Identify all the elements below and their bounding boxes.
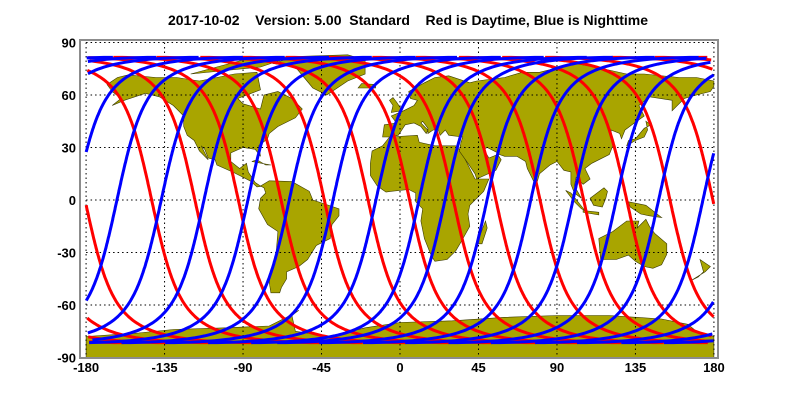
land-australia	[598, 218, 668, 269]
x-tick-label: -45	[312, 360, 331, 375]
nighttime-ground-track	[165, 55, 501, 345]
land-new-guinea	[628, 201, 663, 218]
nighttime-ground-track	[84, 55, 716, 345]
x-tick-label: 45	[471, 360, 485, 375]
title-legend-note: Red is Daytime, Blue is Nighttime	[426, 12, 649, 28]
nighttime-ground-track	[87, 55, 715, 345]
nighttime-ground-track	[86, 55, 707, 345]
land-borneo	[589, 187, 608, 208]
x-tick-label: 0	[396, 360, 403, 375]
land-greenland	[272, 54, 366, 96]
daytime-ground-track	[285, 55, 622, 345]
nighttime-ground-track	[89, 55, 416, 345]
daytime-ground-track	[372, 55, 708, 345]
nighttime-ground-track	[87, 55, 711, 345]
x-axis-ticks: -180 -135 -90 -45 0 45 90 135 180	[73, 360, 725, 375]
nighttime-ground-track	[84, 55, 715, 345]
plot-frame	[79, 39, 719, 359]
nighttime-ground-track	[319, 55, 655, 345]
nighttime-ground-track	[92, 55, 714, 345]
nighttime-ground-track	[277, 55, 613, 345]
title-mode: Standard	[349, 12, 410, 28]
daytime-ground-track	[328, 55, 664, 345]
chart-title: 2017-10-02 Version: 5.00 Standard Red is…	[168, 12, 648, 28]
x-tick-label: -135	[152, 360, 178, 375]
y-tick-label: 30	[62, 141, 76, 156]
grid-lines	[85, 42, 715, 358]
y-tick-label: -30	[57, 246, 76, 261]
nighttime-ground-track	[363, 55, 699, 345]
title-date: 2017-10-02	[168, 12, 240, 28]
y-tick-label: -90	[57, 351, 76, 366]
x-tick-label: 180	[703, 360, 725, 375]
land-new-zealand	[691, 258, 711, 281]
daytime-ground-track	[156, 55, 493, 345]
nighttime-ground-track	[208, 55, 544, 345]
daytime-ground-track	[200, 55, 536, 345]
x-tick-label: 90	[550, 360, 564, 375]
title-version: Version: 5.00	[255, 12, 342, 28]
nighttime-ground-track	[121, 55, 457, 345]
daytime-ground-track	[241, 55, 578, 345]
x-tick-label: 135	[625, 360, 647, 375]
nighttime-ground-track	[87, 55, 713, 345]
y-tick-label: -60	[57, 298, 76, 313]
daytime-ground-track	[113, 55, 449, 345]
x-tick-label: -90	[234, 360, 253, 375]
x-tick-label: -180	[73, 360, 99, 375]
nighttime-ground-track	[251, 55, 587, 345]
y-tick-label: 0	[69, 193, 76, 208]
land-south-america	[258, 180, 340, 294]
y-tick-label: 60	[62, 88, 76, 103]
ground-tracks	[84, 55, 716, 345]
y-axis-ticks: 90 60 30 0 -30 -60 -90	[57, 36, 76, 366]
y-tick-label: 90	[62, 36, 76, 51]
